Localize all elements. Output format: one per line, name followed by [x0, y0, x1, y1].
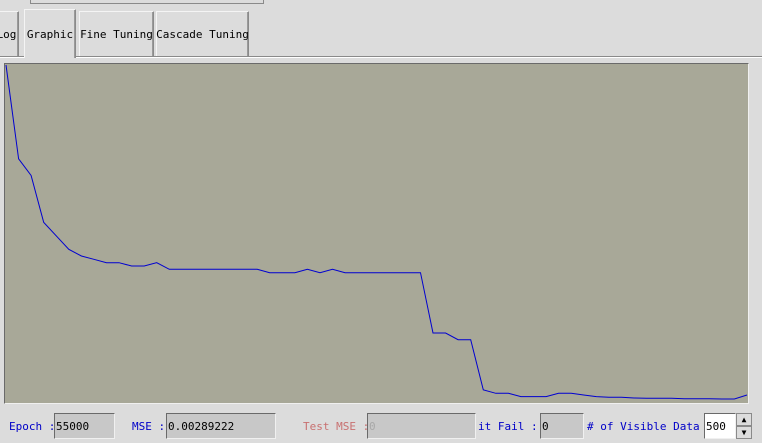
tab-bar-divider	[0, 56, 762, 58]
tab-cascade-tuning-label: Cascade Tuning	[156, 27, 249, 41]
mse-label: MSE :	[132, 420, 166, 433]
epoch-label: Epoch :	[9, 420, 56, 433]
status-bar: Epoch : 55000 MSE : 0.00289222 Test MSE …	[0, 410, 762, 440]
tab-log[interactable]: Log	[0, 11, 19, 56]
arrow-up-icon[interactable]: ▲	[736, 413, 752, 426]
tab-log-label: Log	[0, 27, 17, 41]
test-mse-label: Test MSE :	[303, 420, 370, 433]
tab-graphic[interactable]: Graphic	[24, 9, 76, 58]
arrow-down-icon[interactable]: ▼	[736, 426, 752, 439]
visible-data-label: # of Visible Data :	[587, 420, 713, 433]
visible-data-spinner: ▲ ▼	[736, 413, 752, 439]
mse-field[interactable]: 0.00289222	[166, 413, 276, 439]
bit-fail-field[interactable]: 0	[540, 413, 584, 439]
visible-data-input[interactable]: 500	[704, 413, 736, 439]
mse-graph-canvas	[5, 64, 748, 400]
tab-cascade-tuning[interactable]: Cascade Tuning	[156, 11, 249, 56]
epoch-field[interactable]: 55000	[54, 413, 115, 439]
tab-graphic-label: Graphic	[26, 27, 74, 41]
mse-graph	[4, 63, 749, 404]
tab-bar: Log Graphic Fine Tuning Cascade Tuning	[0, 9, 762, 58]
tab-fine-tuning-label: Fine Tuning	[80, 27, 153, 41]
top-panel-edge	[30, 0, 264, 4]
mse-series-line	[5, 64, 748, 400]
bit-fail-label: it Fail :	[478, 420, 538, 433]
tab-fine-tuning[interactable]: Fine Tuning	[79, 11, 154, 56]
test-mse-field: 0	[367, 413, 476, 439]
